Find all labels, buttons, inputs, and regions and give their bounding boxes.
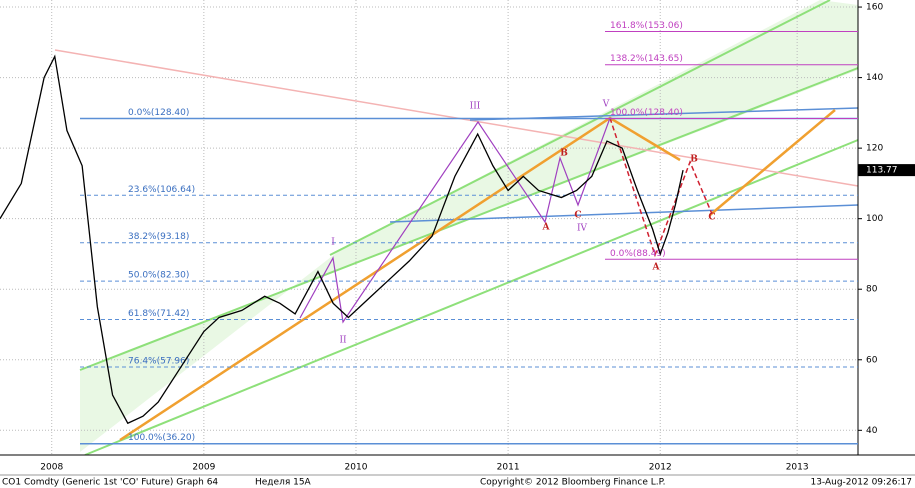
wave-label: II (339, 336, 347, 346)
x-tick-label: 2010 (345, 463, 368, 473)
wave-label: A (652, 263, 661, 273)
wave-label: C (708, 213, 715, 223)
footer-text: 13-Aug-2012 09:26:17 (810, 478, 912, 488)
y-tick-label: 80 (866, 285, 878, 295)
wave-label: B (560, 149, 568, 159)
fib-label: 100.0%(36.20) (128, 433, 195, 443)
fib-label: 23.6%(106.64) (128, 185, 195, 195)
last-price-box (858, 164, 915, 177)
x-tick-label: 2013 (786, 463, 809, 473)
price-line (0, 54, 684, 425)
fib-label: 100.0%(128.40) (610, 108, 683, 118)
y-tick-label: 160 (866, 3, 883, 13)
y-tick-label: 140 (866, 73, 883, 83)
wave-label: V (602, 100, 610, 110)
y-tick-label: 60 (866, 355, 878, 365)
footer-area (0, 455, 915, 488)
fib-label: 61.8%(71.42) (128, 309, 189, 319)
channel-line (84, 139, 859, 456)
fib-label: 76.4%(57.96) (128, 356, 189, 366)
last-price-label: 113.77 (866, 166, 898, 176)
x-tick-label: 2011 (497, 463, 520, 473)
fib-label: 38.2%(93.18) (128, 232, 189, 242)
fib-label: 161.8%(153.06) (610, 21, 683, 31)
channel-fill (80, 0, 858, 452)
footer-text: CO1 Comdty (Generic 1st 'CO' Future) Gra… (2, 478, 218, 488)
wave-label: C (574, 211, 581, 221)
fib-label: 0.0%(88.49) (610, 249, 666, 259)
fib-label: 50.0%(82.30) (128, 271, 189, 281)
wave-line (709, 109, 836, 216)
y-tick-label: 40 (866, 426, 878, 436)
x-tick-label: 2008 (40, 463, 63, 473)
footer-text: Copyright© 2012 Bloomberg Finance L.P. (480, 478, 665, 488)
fib-label: 138.2%(143.65) (610, 54, 683, 64)
channel-line (329, 0, 831, 256)
x-tick-label: 2009 (192, 463, 215, 473)
fib-label: 0.0%(128.40) (128, 108, 189, 118)
wave-line (299, 117, 611, 324)
wave-label: A (542, 223, 551, 233)
wave-line (609, 117, 713, 258)
y-tick-label: 100 (866, 214, 883, 224)
wave-label: B (690, 155, 698, 165)
footer-text: Неделя 15А (255, 478, 312, 488)
wave-label: IV (577, 224, 588, 234)
wave-label: III (470, 102, 481, 112)
wave-label: I (331, 238, 335, 248)
y-tick-label: 120 (866, 144, 883, 154)
x-tick-label: 2012 (649, 463, 672, 473)
trend-line (389, 204, 859, 223)
